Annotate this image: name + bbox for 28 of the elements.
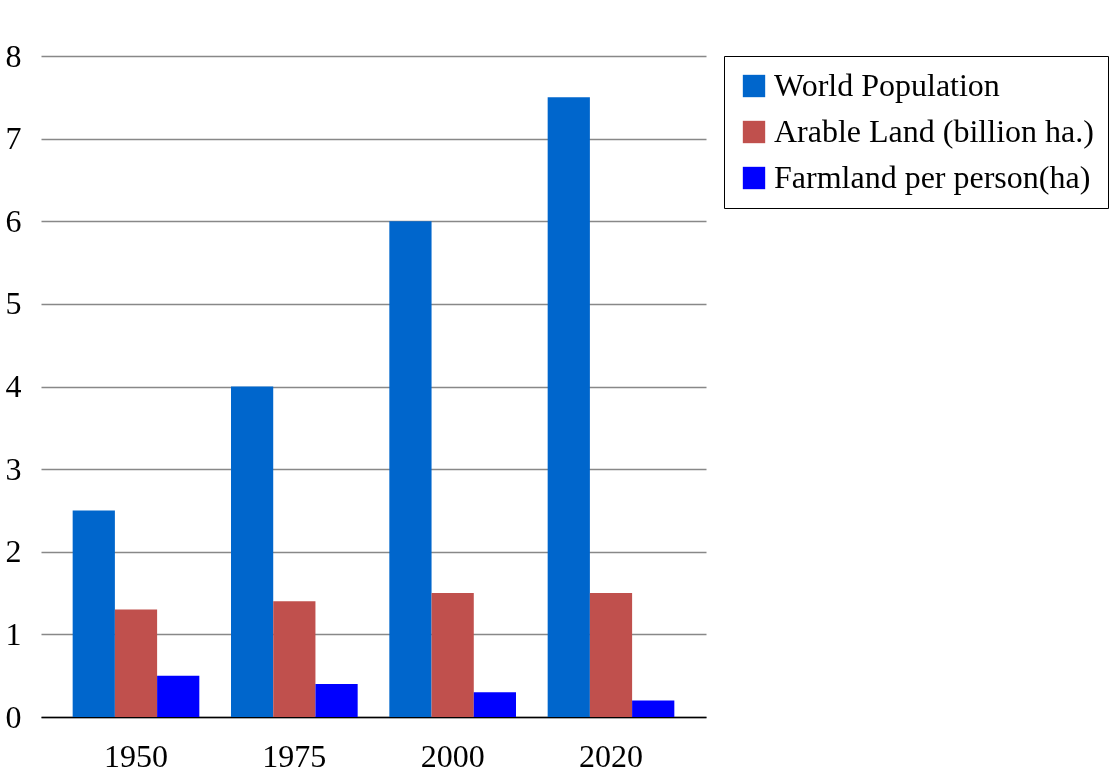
bar (114, 609, 158, 717)
bar (72, 510, 115, 717)
legend-label: Farmland per person(ha) (774, 159, 1091, 195)
bar (473, 692, 516, 717)
bar (547, 97, 590, 717)
y-tick-label: 0 (5, 698, 22, 735)
legend-label: World Population (774, 67, 1000, 103)
x-tick-label: 2000 (420, 737, 485, 774)
y-tick-label: 2 (5, 533, 22, 570)
bar (632, 700, 675, 717)
legend-label: Arable Land (billion ha.) (774, 113, 1094, 149)
bar (157, 675, 200, 717)
bar (315, 683, 358, 717)
bar (589, 593, 633, 717)
y-tick-label: 3 (5, 450, 22, 487)
y-tick-label: 5 (5, 285, 22, 322)
y-tick-label: 6 (5, 202, 22, 239)
bar (389, 221, 432, 717)
y-tick-label: 4 (5, 368, 22, 404)
x-tick-label: 1975 (262, 737, 327, 774)
y-tick-label: 7 (5, 120, 22, 157)
bar (431, 593, 474, 717)
y-tick-label: 1 (5, 615, 22, 652)
x-tick-label: 1950 (104, 737, 168, 774)
bar (273, 601, 316, 717)
x-tick-label: 2020 (579, 737, 643, 774)
y-tick-label: 8 (5, 37, 22, 74)
bar (231, 386, 274, 717)
